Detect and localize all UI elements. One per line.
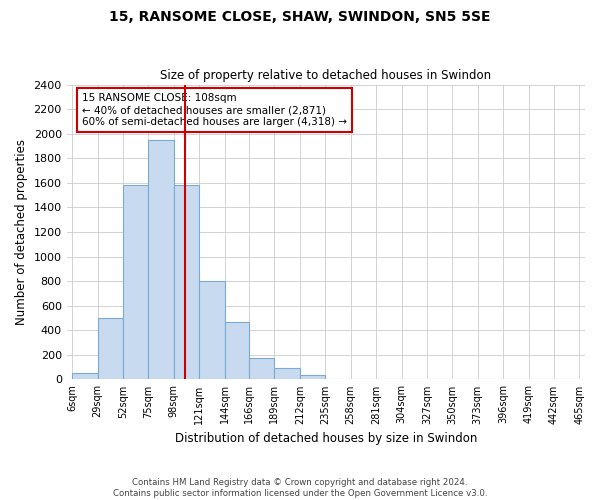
Y-axis label: Number of detached properties: Number of detached properties	[15, 139, 28, 325]
Bar	[72, 374, 98, 380]
Bar	[98, 318, 123, 380]
Bar	[249, 358, 274, 380]
Bar	[174, 186, 199, 380]
Bar	[224, 322, 249, 380]
Title: Size of property relative to detached houses in Swindon: Size of property relative to detached ho…	[160, 69, 491, 82]
Bar	[274, 368, 300, 380]
Bar	[199, 281, 224, 380]
Text: 15 RANSOME CLOSE: 108sqm
← 40% of detached houses are smaller (2,871)
60% of sem: 15 RANSOME CLOSE: 108sqm ← 40% of detach…	[82, 94, 347, 126]
Text: 15, RANSOME CLOSE, SHAW, SWINDON, SN5 5SE: 15, RANSOME CLOSE, SHAW, SWINDON, SN5 5S…	[109, 10, 491, 24]
Bar	[300, 375, 325, 380]
X-axis label: Distribution of detached houses by size in Swindon: Distribution of detached houses by size …	[175, 432, 477, 445]
Text: Contains HM Land Registry data © Crown copyright and database right 2024.
Contai: Contains HM Land Registry data © Crown c…	[113, 478, 487, 498]
Bar	[148, 140, 174, 380]
Bar	[123, 186, 148, 380]
